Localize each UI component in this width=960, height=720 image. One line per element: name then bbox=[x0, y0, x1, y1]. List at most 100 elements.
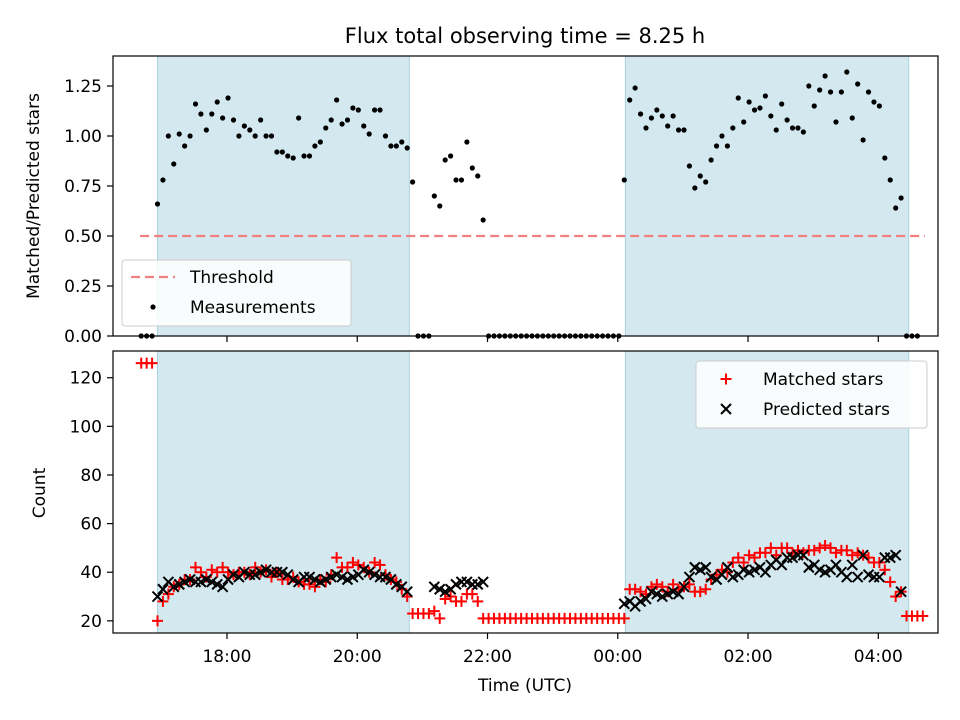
top-ytick-label: 0.00 bbox=[64, 327, 102, 347]
measurement-point bbox=[458, 177, 465, 183]
matched-star-point bbox=[618, 612, 630, 624]
bottom-plot-frame bbox=[112, 350, 939, 634]
top-ytick-label: 0.50 bbox=[64, 227, 102, 247]
matched-star-point bbox=[455, 595, 467, 607]
predicted-star-point bbox=[841, 571, 853, 583]
measurement-point bbox=[404, 145, 410, 151]
legend-measurement-swatch bbox=[150, 304, 156, 310]
legend-matched-label: Matched stars bbox=[763, 370, 883, 390]
measurement-point bbox=[165, 133, 171, 139]
measurement-point bbox=[317, 139, 323, 145]
measurement-point bbox=[860, 137, 866, 143]
predicted-star-point bbox=[216, 581, 229, 593]
bottom-panel: 20 40 60 80 100 120 18:00 20:00 22:00 00:00 02:00… bbox=[30, 350, 939, 696]
measurement-point bbox=[187, 133, 193, 139]
top-ytick-label: 1.00 bbox=[64, 127, 102, 147]
bottom-xtick-label: 04:00 bbox=[854, 647, 903, 667]
matched-star-point bbox=[700, 583, 712, 595]
matched-star-point bbox=[190, 561, 201, 573]
matched-star-point bbox=[830, 547, 842, 559]
measurement-point bbox=[279, 149, 285, 155]
measurement-point bbox=[849, 115, 855, 121]
measurement-point bbox=[323, 125, 329, 131]
measurement-point bbox=[209, 111, 215, 117]
legend-threshold-label: Threshold bbox=[189, 268, 274, 288]
predicted-star-point bbox=[716, 568, 728, 581]
bottom-shaded-interval bbox=[157, 351, 410, 633]
matched-star-point bbox=[765, 542, 777, 554]
measurement-point bbox=[681, 127, 687, 133]
measurement-point bbox=[268, 133, 275, 139]
matched-star-point bbox=[195, 566, 207, 578]
predicted-star-point bbox=[157, 583, 169, 595]
measurement-point bbox=[757, 105, 763, 111]
matched-star-point bbox=[667, 578, 679, 590]
matched-star-point bbox=[781, 542, 793, 554]
bottom-xtick-label: 02:00 bbox=[724, 647, 773, 667]
measurement-point bbox=[372, 107, 378, 113]
predicted-star-point bbox=[477, 576, 489, 588]
matched-star-point bbox=[439, 593, 451, 605]
x-axis-label: Time (UTC) bbox=[477, 676, 572, 696]
measurement-point bbox=[665, 123, 671, 129]
measurement-point bbox=[328, 117, 334, 123]
bottom-xtick-label: 18:00 bbox=[202, 647, 251, 667]
bottom-y-axis-label: Count bbox=[30, 467, 50, 518]
matched-star-point bbox=[341, 561, 353, 573]
matched-star-point bbox=[434, 612, 446, 624]
matched-star-point bbox=[635, 586, 647, 598]
measurement-point bbox=[203, 127, 209, 133]
legend-matched-swatch bbox=[720, 373, 732, 385]
measurement-point bbox=[285, 153, 291, 159]
matched-star-point bbox=[303, 578, 315, 590]
measurement-point bbox=[339, 121, 345, 127]
measurement-point bbox=[827, 89, 834, 95]
measurement-point bbox=[475, 173, 481, 179]
matched-star-point bbox=[738, 557, 750, 568]
predicted-star-point bbox=[699, 561, 712, 574]
bottom-xtick-label: 00:00 bbox=[593, 647, 642, 667]
measurement-point bbox=[377, 107, 383, 113]
legend-predicted-label: Predicted stars bbox=[763, 400, 890, 420]
measurement-point bbox=[768, 113, 774, 119]
measurement-point bbox=[361, 123, 367, 129]
matched-star-point bbox=[352, 559, 364, 571]
predicted-star-point bbox=[721, 561, 734, 574]
matched-star-point bbox=[759, 547, 771, 559]
matched-star-point bbox=[819, 539, 831, 551]
matched-star-point bbox=[206, 564, 218, 576]
matched-star-point bbox=[146, 357, 158, 369]
matched-star-point bbox=[749, 552, 761, 564]
measurement-point bbox=[654, 107, 660, 113]
matched-star-point bbox=[629, 583, 641, 595]
measurement-point bbox=[350, 105, 356, 111]
legend-matched-marker bbox=[720, 373, 732, 385]
measurement-point bbox=[637, 111, 644, 117]
measurement-point bbox=[230, 117, 237, 123]
matched-star-point bbox=[694, 586, 706, 598]
measurement-point bbox=[806, 83, 812, 89]
measurement-point bbox=[887, 177, 893, 183]
predicted-star-point bbox=[640, 593, 652, 605]
measurement-point bbox=[464, 139, 470, 145]
measurement-point bbox=[301, 153, 307, 159]
measurement-point bbox=[192, 101, 199, 107]
matched-star-point bbox=[152, 615, 164, 627]
matched-star-point bbox=[428, 605, 440, 617]
measurement-point bbox=[751, 107, 758, 113]
top-legend-box bbox=[121, 259, 352, 327]
measurement-point bbox=[697, 173, 703, 179]
measurement-point bbox=[708, 157, 714, 163]
matched-star-point bbox=[825, 542, 837, 554]
measurement-point bbox=[719, 133, 725, 139]
measurement-point bbox=[838, 89, 844, 95]
top-ytick-label: 0.25 bbox=[64, 277, 102, 297]
predicted-star-point bbox=[672, 588, 685, 600]
predicted-star-point bbox=[857, 549, 869, 561]
measurement-point bbox=[263, 133, 269, 139]
bottom-ytick-label: 40 bbox=[80, 563, 102, 583]
measurement-point bbox=[730, 125, 736, 131]
matched-star-point bbox=[814, 542, 826, 554]
matched-star-point bbox=[331, 552, 343, 564]
